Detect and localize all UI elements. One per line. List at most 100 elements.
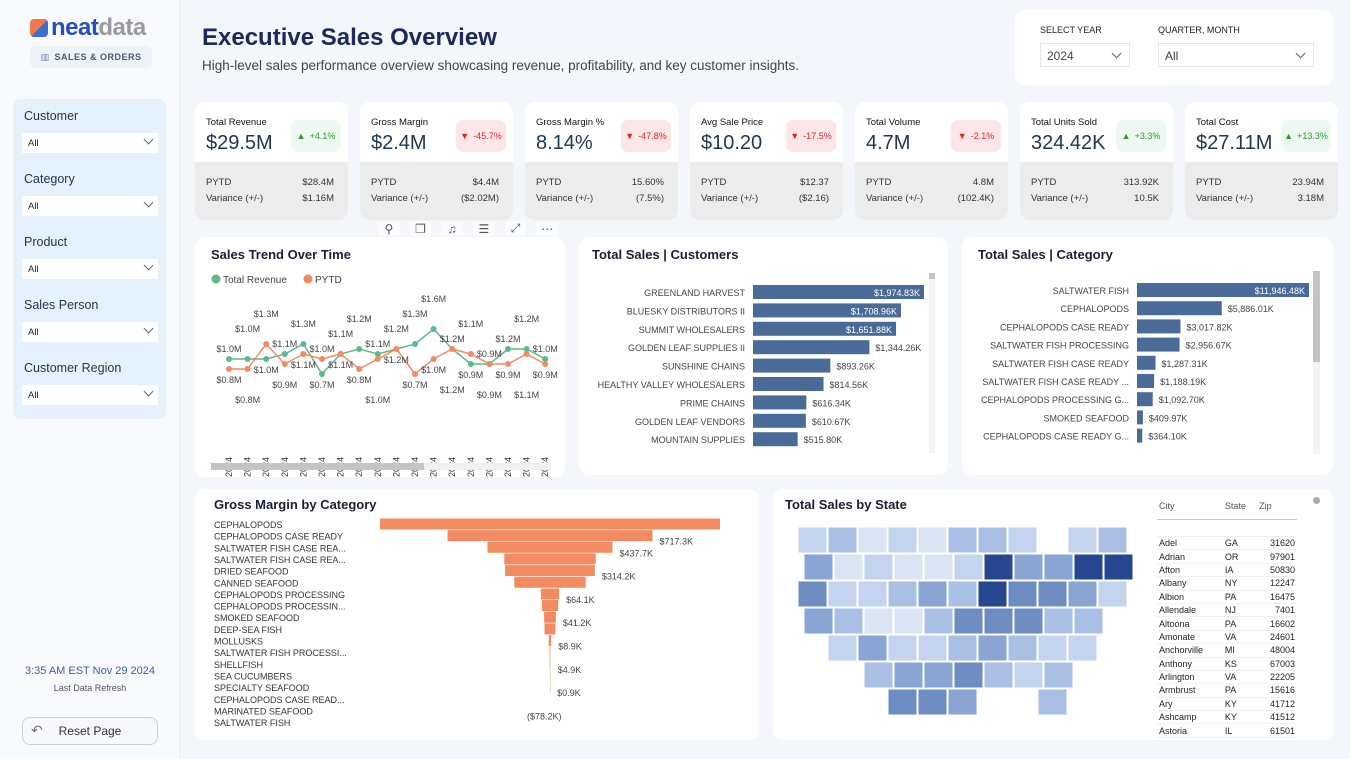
- funnel-bar[interactable]: [505, 565, 595, 577]
- state-region[interactable]: [797, 580, 828, 608]
- data-point[interactable]: [523, 346, 530, 352]
- data-point[interactable]: [505, 361, 511, 367]
- funnel-bar[interactable]: [544, 611, 556, 623]
- data-point[interactable]: [300, 351, 307, 357]
- state-region[interactable]: [893, 553, 924, 581]
- customer-region-dropdown[interactable]: All: [22, 385, 158, 405]
- data-point[interactable]: [374, 356, 381, 362]
- data-point[interactable]: [505, 346, 511, 352]
- funnel-bar[interactable]: [544, 623, 556, 635]
- state-region[interactable]: [953, 553, 984, 581]
- bar[interactable]: [1137, 410, 1143, 425]
- state-region[interactable]: [863, 661, 894, 689]
- data-point[interactable]: [281, 361, 288, 367]
- data-point[interactable]: [374, 351, 381, 357]
- bar[interactable]: [1137, 337, 1180, 352]
- data-point[interactable]: [263, 341, 270, 347]
- scrollbar-thumb[interactable]: [211, 463, 424, 470]
- product-dropdown[interactable]: All: [22, 259, 158, 279]
- table-row[interactable]: Ashcamp KY 41512: [1157, 710, 1297, 725]
- copy-icon[interactable]: ❐: [409, 221, 432, 236]
- data-point[interactable]: [467, 351, 474, 357]
- data-point[interactable]: [486, 361, 493, 367]
- state-region[interactable]: [893, 607, 924, 635]
- state-region[interactable]: [887, 580, 918, 608]
- state-region[interactable]: [803, 553, 834, 581]
- bar[interactable]: [753, 377, 824, 391]
- data-point[interactable]: [319, 371, 325, 377]
- scrollbar-thumb[interactable]: [1313, 497, 1320, 504]
- table-row[interactable]: Amonate VA 24601: [1157, 630, 1297, 645]
- data-point[interactable]: [337, 351, 344, 357]
- focus-mode-icon[interactable]: ⤢: [504, 221, 527, 236]
- legend-label[interactable]: Total Revenue: [223, 275, 287, 286]
- table-row[interactable]: Altoona PA 16602: [1157, 616, 1297, 631]
- state-region[interactable]: [803, 607, 834, 635]
- state-region[interactable]: [1007, 634, 1038, 662]
- bar[interactable]: [753, 432, 798, 447]
- customer-dropdown[interactable]: All: [22, 133, 158, 153]
- funnel-bar[interactable]: [447, 530, 653, 542]
- more-options-icon[interactable]: ⋯: [536, 221, 559, 236]
- state-region[interactable]: [1073, 553, 1104, 581]
- state-region[interactable]: [1037, 580, 1068, 608]
- bar[interactable]: [1137, 374, 1155, 388]
- data-point[interactable]: [449, 346, 456, 352]
- state-region[interactable]: [1097, 580, 1128, 608]
- column-header[interactable]: State: [1222, 497, 1258, 520]
- state-region[interactable]: [953, 607, 984, 635]
- data-point[interactable]: [393, 346, 400, 352]
- state-region[interactable]: [983, 607, 1014, 635]
- data-point[interactable]: [412, 371, 418, 377]
- bar[interactable]: [1137, 319, 1181, 334]
- state-region[interactable]: [893, 661, 924, 689]
- state-region[interactable]: [1037, 688, 1068, 716]
- state-region[interactable]: [887, 526, 918, 554]
- state-region[interactable]: [1043, 607, 1074, 635]
- table-row[interactable]: Anthony KS 67003: [1157, 657, 1297, 671]
- state-region[interactable]: [797, 526, 828, 554]
- state-region[interactable]: [857, 634, 888, 662]
- data-point[interactable]: [244, 366, 251, 372]
- funnel-bar[interactable]: [549, 681, 551, 693]
- table-row[interactable]: Ary KY 41712: [1157, 697, 1297, 712]
- reset-page-button[interactable]: ↶ Reset Page: [22, 717, 158, 745]
- state-region[interactable]: [917, 634, 948, 662]
- state-region[interactable]: [827, 526, 858, 554]
- state-region[interactable]: [827, 634, 858, 662]
- state-region[interactable]: [947, 634, 978, 662]
- scrollbar-track[interactable]: [1313, 271, 1320, 454]
- data-point[interactable]: [430, 326, 437, 332]
- sales-person-dropdown[interactable]: All: [22, 322, 158, 342]
- funnel-bar[interactable]: [548, 635, 552, 646]
- legend-label[interactable]: PYTD: [315, 275, 342, 286]
- funnel-bar[interactable]: [549, 658, 551, 670]
- state-region[interactable]: [953, 661, 984, 689]
- data-point[interactable]: [226, 356, 232, 362]
- pin-icon[interactable]: ⚲: [378, 221, 400, 236]
- table-row[interactable]: Adrian OR 97901: [1157, 549, 1297, 564]
- state-region[interactable]: [947, 580, 978, 608]
- table-row[interactable]: Arlington VA 22205: [1157, 670, 1297, 685]
- state-region[interactable]: [977, 580, 1008, 608]
- table-row[interactable]: Adel GA 31620: [1157, 536, 1297, 551]
- scrollbar-thumb[interactable]: [1313, 271, 1320, 362]
- data-point[interactable]: [356, 366, 363, 372]
- table-row[interactable]: Allendale NJ 7401: [1157, 603, 1297, 618]
- table-row[interactable]: Armbrust PA 15616: [1157, 683, 1297, 698]
- filter-icon[interactable]: ☰: [473, 221, 495, 236]
- state-region[interactable]: [1073, 607, 1104, 635]
- state-region[interactable]: [1007, 526, 1038, 554]
- data-point[interactable]: [523, 351, 530, 357]
- state-region[interactable]: [827, 580, 858, 608]
- funnel-bar[interactable]: [541, 600, 559, 612]
- data-point[interactable]: [300, 341, 307, 347]
- data-point[interactable]: [467, 361, 474, 367]
- table-row[interactable]: Albion PA 16475: [1157, 590, 1297, 604]
- column-header[interactable]: Zip: [1257, 497, 1297, 520]
- bar[interactable]: [1137, 283, 1309, 297]
- data-point[interactable]: [226, 366, 232, 372]
- bar[interactable]: [753, 340, 870, 355]
- state-region[interactable]: [917, 580, 948, 608]
- state-region[interactable]: [917, 688, 948, 716]
